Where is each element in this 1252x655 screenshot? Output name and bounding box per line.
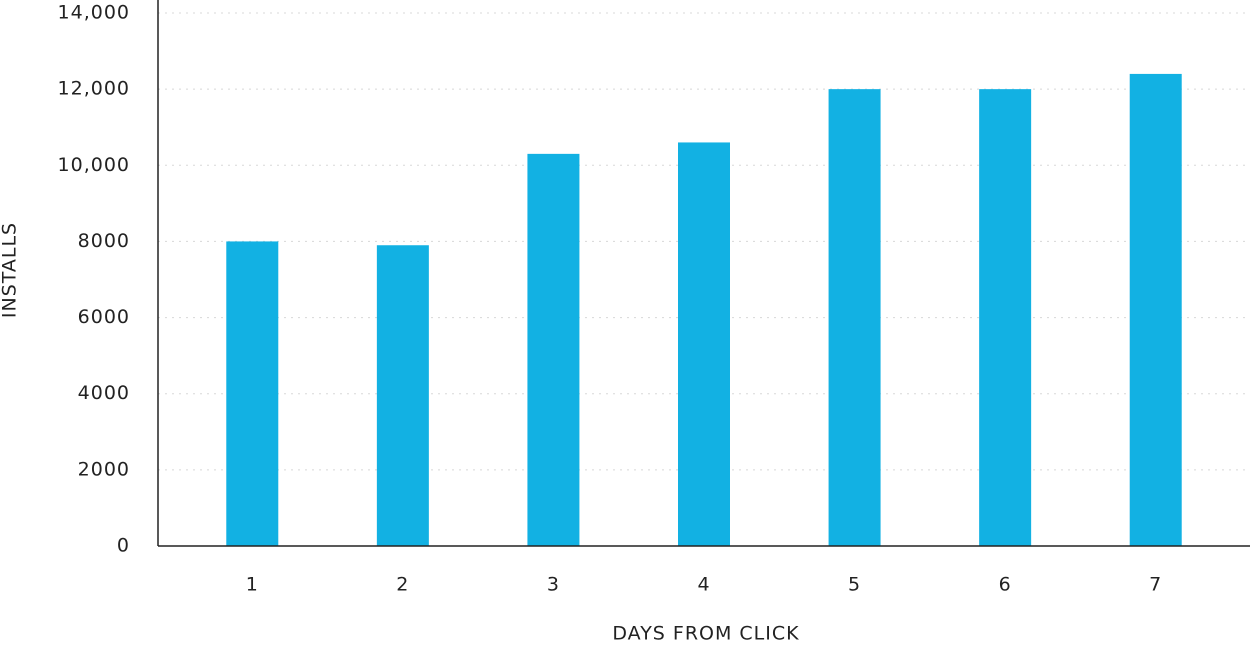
bar <box>226 241 279 546</box>
y-tick-label: 14,000 <box>58 2 130 24</box>
y-tick-label: 10,000 <box>58 154 130 176</box>
x-tick-label: 5 <box>848 574 861 596</box>
bar <box>678 142 730 546</box>
y-tick-label: 8000 <box>78 230 130 252</box>
y-tick-label: 0 <box>117 535 130 557</box>
x-tick-label: 1 <box>246 574 259 596</box>
x-tick-label: 6 <box>999 574 1012 596</box>
x-tick-label: 7 <box>1149 574 1162 596</box>
y-tick-label: 6000 <box>78 306 130 328</box>
y-tick-label: 2000 <box>78 458 130 480</box>
bar <box>1129 73 1182 547</box>
x-tick-label: 2 <box>396 574 409 596</box>
x-tick-label: 4 <box>697 574 710 596</box>
y-axis-label: INSTALLS <box>0 222 21 318</box>
bar <box>979 89 1032 547</box>
x-tick-label: 3 <box>547 574 560 596</box>
bar <box>376 245 429 546</box>
x-axis-label: DAYS FROM CLICK <box>612 623 799 645</box>
bar <box>828 89 881 547</box>
y-tick-label: 4000 <box>78 382 130 404</box>
y-tick-label: 12,000 <box>58 78 130 100</box>
bar <box>527 153 580 546</box>
